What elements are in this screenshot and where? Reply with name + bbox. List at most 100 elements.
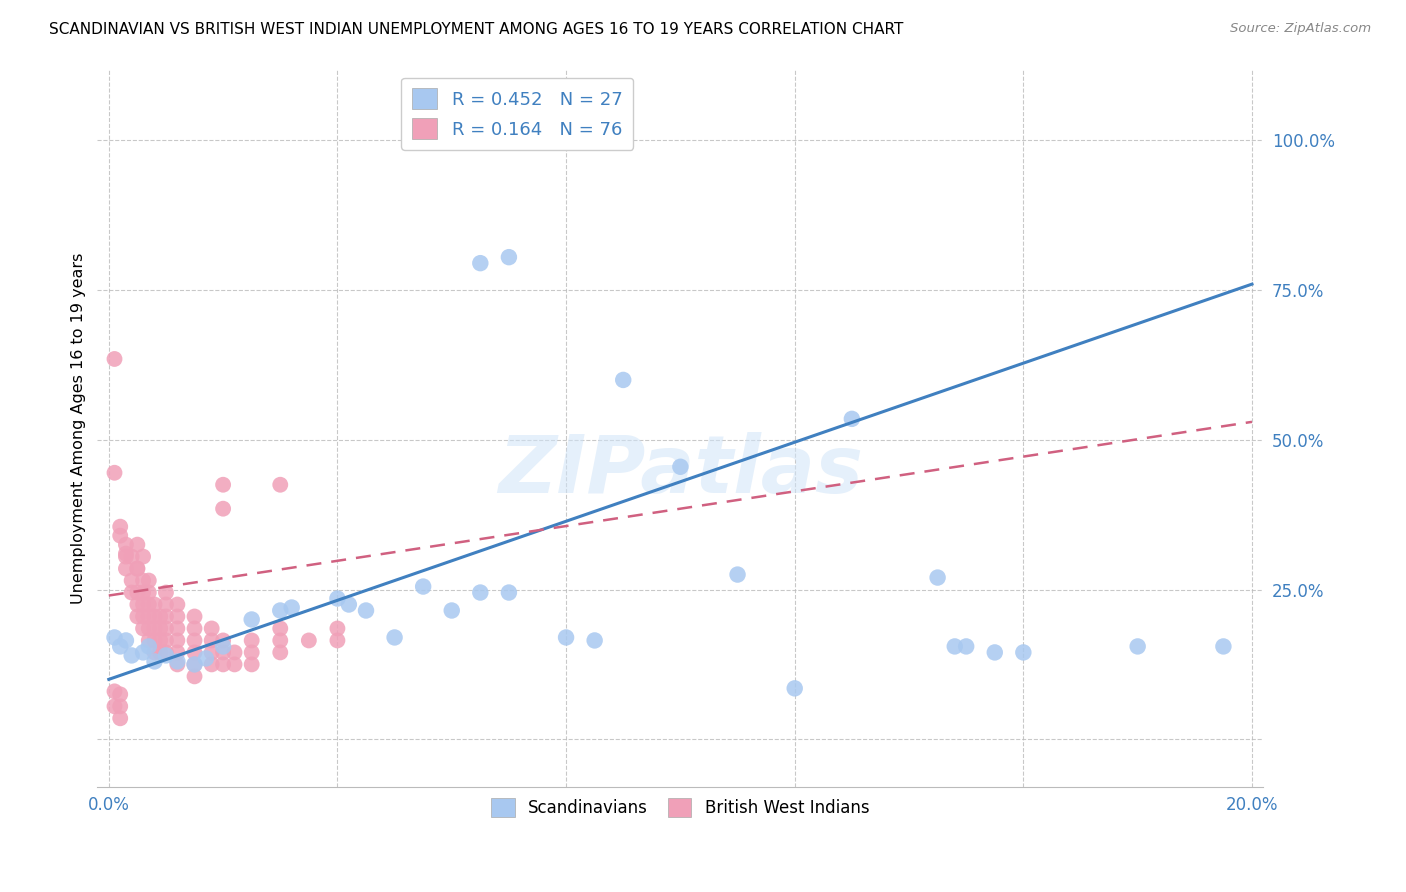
Point xyxy=(143,598,166,612)
Point xyxy=(110,519,132,533)
Point xyxy=(155,645,177,659)
Point xyxy=(166,609,188,624)
Legend: Scandinavians, British West Indians: Scandinavians, British West Indians xyxy=(484,789,877,826)
Point xyxy=(555,130,578,145)
Point xyxy=(555,631,578,645)
Point xyxy=(149,645,172,659)
Point xyxy=(132,609,155,624)
Point xyxy=(783,681,806,696)
Point xyxy=(138,574,160,588)
Point xyxy=(183,622,205,636)
Point xyxy=(943,640,966,654)
Point xyxy=(337,598,360,612)
Point xyxy=(384,631,406,645)
Point xyxy=(470,585,492,599)
Point xyxy=(955,640,977,654)
Point xyxy=(212,501,235,516)
Point xyxy=(927,570,949,584)
Point xyxy=(412,580,434,594)
Point xyxy=(240,657,263,672)
Point xyxy=(583,633,606,648)
Point xyxy=(155,633,177,648)
Point xyxy=(470,256,492,270)
Point xyxy=(212,477,235,491)
Point xyxy=(132,549,155,564)
Point xyxy=(127,585,149,599)
Point xyxy=(138,633,160,648)
Point xyxy=(155,585,177,599)
Point xyxy=(143,633,166,648)
Point xyxy=(166,633,188,648)
Point xyxy=(612,373,634,387)
Point xyxy=(498,250,520,264)
Point xyxy=(143,609,166,624)
Point xyxy=(498,585,520,599)
Point xyxy=(984,645,1007,659)
Point xyxy=(143,654,166,668)
Point xyxy=(127,538,149,552)
Text: ZIPatlas: ZIPatlas xyxy=(498,432,863,510)
Point xyxy=(115,633,138,648)
Point xyxy=(669,459,692,474)
Point xyxy=(149,633,172,648)
Point xyxy=(103,631,125,645)
Point xyxy=(166,654,188,668)
Point xyxy=(155,609,177,624)
Point xyxy=(143,645,166,659)
Point xyxy=(280,600,302,615)
Point xyxy=(121,585,143,599)
Point xyxy=(132,585,155,599)
Point xyxy=(240,612,263,626)
Point xyxy=(143,622,166,636)
Point xyxy=(240,645,263,659)
Point xyxy=(269,603,291,617)
Point xyxy=(183,657,205,672)
Point xyxy=(121,574,143,588)
Point xyxy=(224,645,246,659)
Point xyxy=(103,699,125,714)
Point xyxy=(149,609,172,624)
Point xyxy=(166,645,188,659)
Point xyxy=(269,477,291,491)
Point xyxy=(110,711,132,725)
Point xyxy=(110,528,132,542)
Point xyxy=(269,645,291,659)
Point xyxy=(138,609,160,624)
Point xyxy=(132,622,155,636)
Point xyxy=(132,598,155,612)
Point xyxy=(1012,645,1035,659)
Point xyxy=(201,657,224,672)
Point xyxy=(110,687,132,701)
Point xyxy=(138,622,160,636)
Point xyxy=(115,549,138,564)
Point xyxy=(326,591,349,606)
Point xyxy=(183,645,205,659)
Point xyxy=(166,598,188,612)
Point xyxy=(115,547,138,561)
Point xyxy=(127,609,149,624)
Point xyxy=(127,561,149,575)
Point xyxy=(298,633,321,648)
Point xyxy=(103,351,125,366)
Point xyxy=(201,645,224,659)
Point xyxy=(149,622,172,636)
Point xyxy=(326,622,349,636)
Point xyxy=(212,640,235,654)
Point xyxy=(212,633,235,648)
Point xyxy=(841,412,863,426)
Point xyxy=(121,549,143,564)
Text: SCANDINAVIAN VS BRITISH WEST INDIAN UNEMPLOYMENT AMONG AGES 16 TO 19 YEARS CORRE: SCANDINAVIAN VS BRITISH WEST INDIAN UNEM… xyxy=(49,22,904,37)
Point xyxy=(526,130,548,145)
Point xyxy=(103,684,125,698)
Point xyxy=(269,633,291,648)
Point xyxy=(138,585,160,599)
Point xyxy=(240,633,263,648)
Point xyxy=(1212,640,1234,654)
Point xyxy=(326,633,349,648)
Point xyxy=(166,657,188,672)
Point xyxy=(183,657,205,672)
Point xyxy=(127,598,149,612)
Point xyxy=(224,657,246,672)
Point xyxy=(201,622,224,636)
Point xyxy=(727,567,749,582)
